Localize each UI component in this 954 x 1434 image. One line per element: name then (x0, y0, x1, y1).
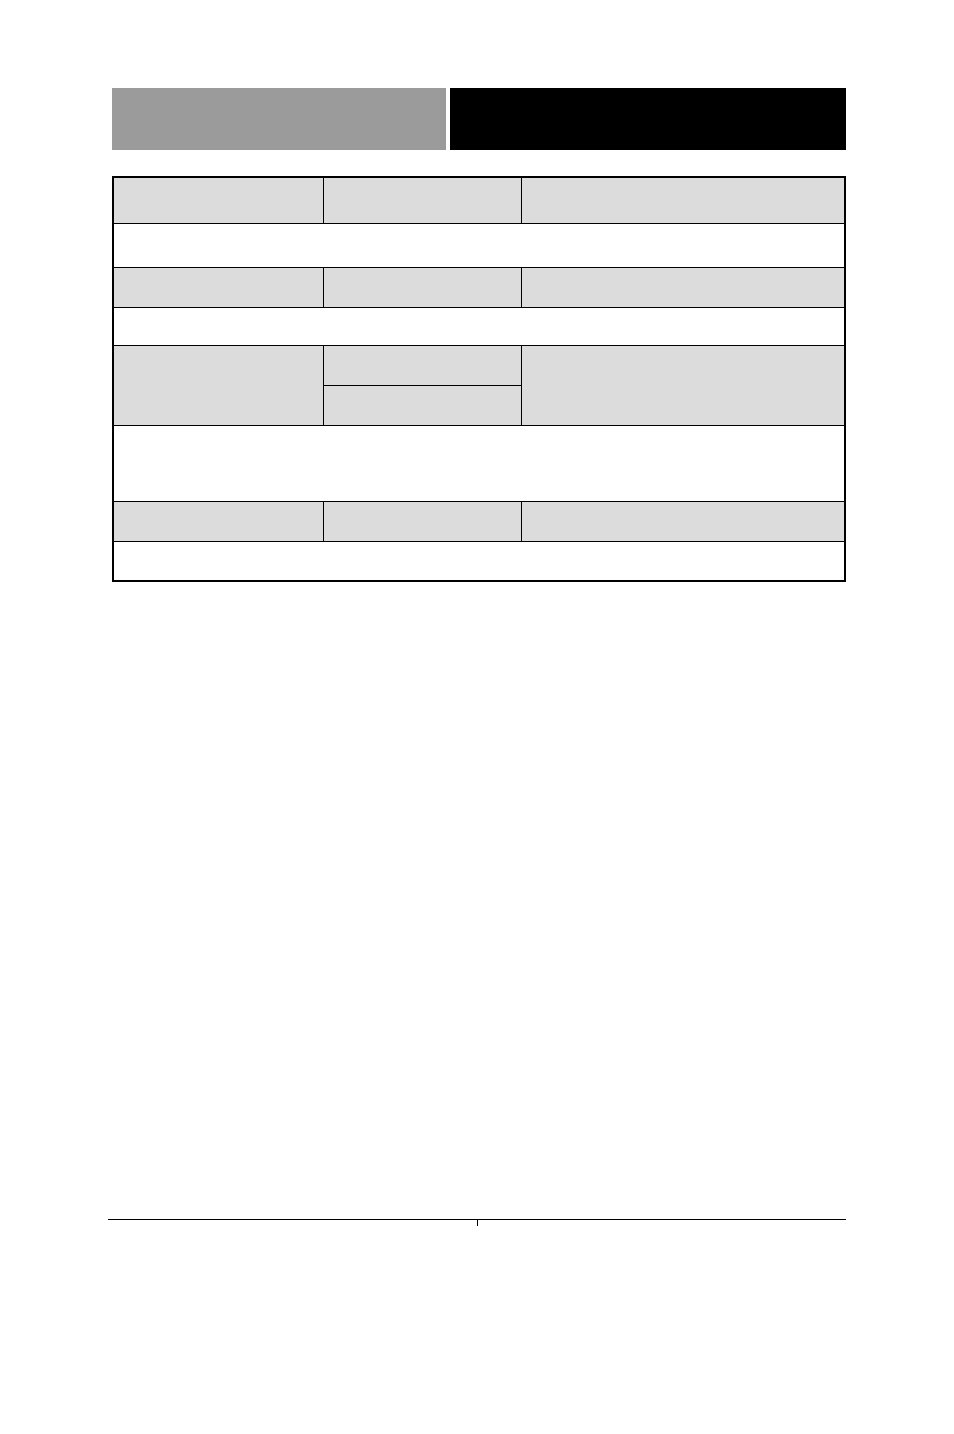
header-right-block (450, 88, 846, 150)
page (0, 0, 954, 1434)
table-row (113, 223, 845, 267)
footer-tick (477, 1220, 478, 1226)
cell (521, 345, 845, 425)
cell (113, 541, 845, 581)
table-row (113, 541, 845, 581)
cell (323, 385, 521, 425)
cell (113, 223, 845, 267)
header-left-block (112, 88, 450, 150)
cell (113, 267, 323, 307)
table-row (113, 177, 845, 223)
main-table (112, 176, 846, 582)
cell (521, 267, 845, 307)
cell (323, 501, 521, 541)
cell (113, 501, 323, 541)
table-row (113, 501, 845, 541)
cell (113, 307, 845, 345)
cell (323, 267, 521, 307)
table-row (113, 425, 845, 501)
table-row (113, 345, 845, 385)
table-row (113, 307, 845, 345)
cell (323, 345, 521, 385)
cell (521, 501, 845, 541)
cell (323, 177, 521, 223)
header-bar (112, 88, 846, 150)
cell (113, 177, 323, 223)
cell (113, 425, 845, 501)
cell (113, 345, 323, 425)
table-row (113, 267, 845, 307)
cell (521, 177, 845, 223)
